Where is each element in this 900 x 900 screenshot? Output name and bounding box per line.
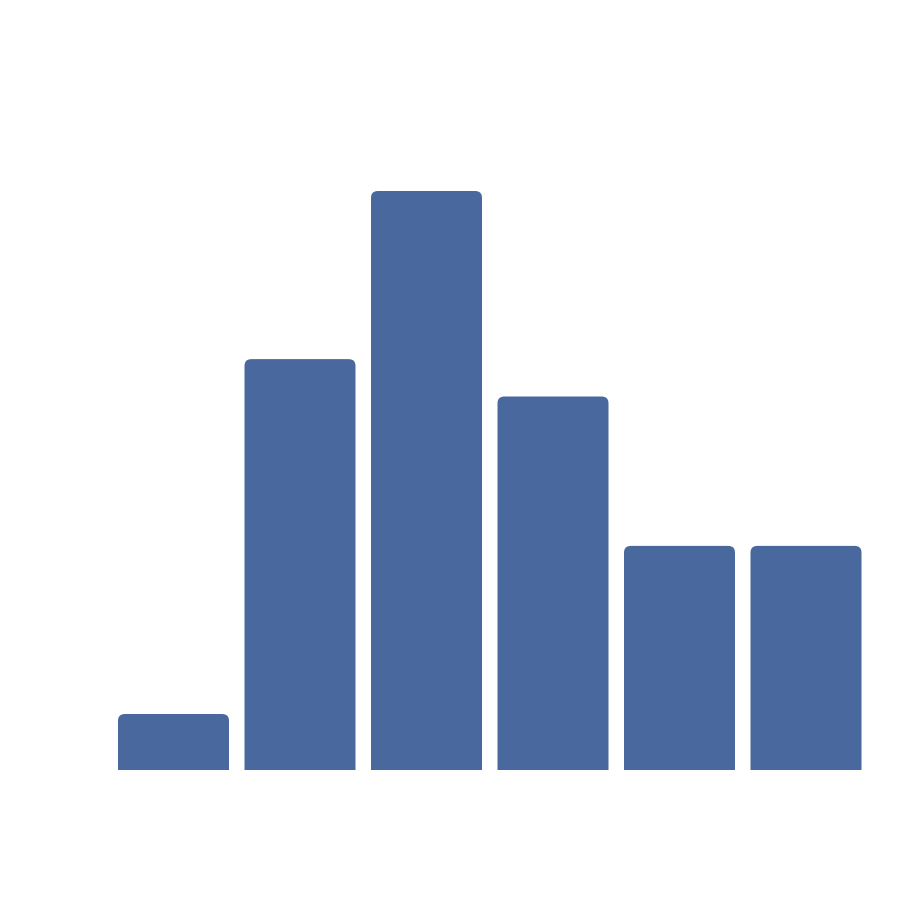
bar-3 [371,191,482,770]
bar-1 [118,713,229,770]
bar-5 [624,545,735,770]
bar-6 [750,545,862,770]
bar-series [118,191,862,770]
bar-2 [244,359,356,770]
bar-4 [497,396,609,770]
